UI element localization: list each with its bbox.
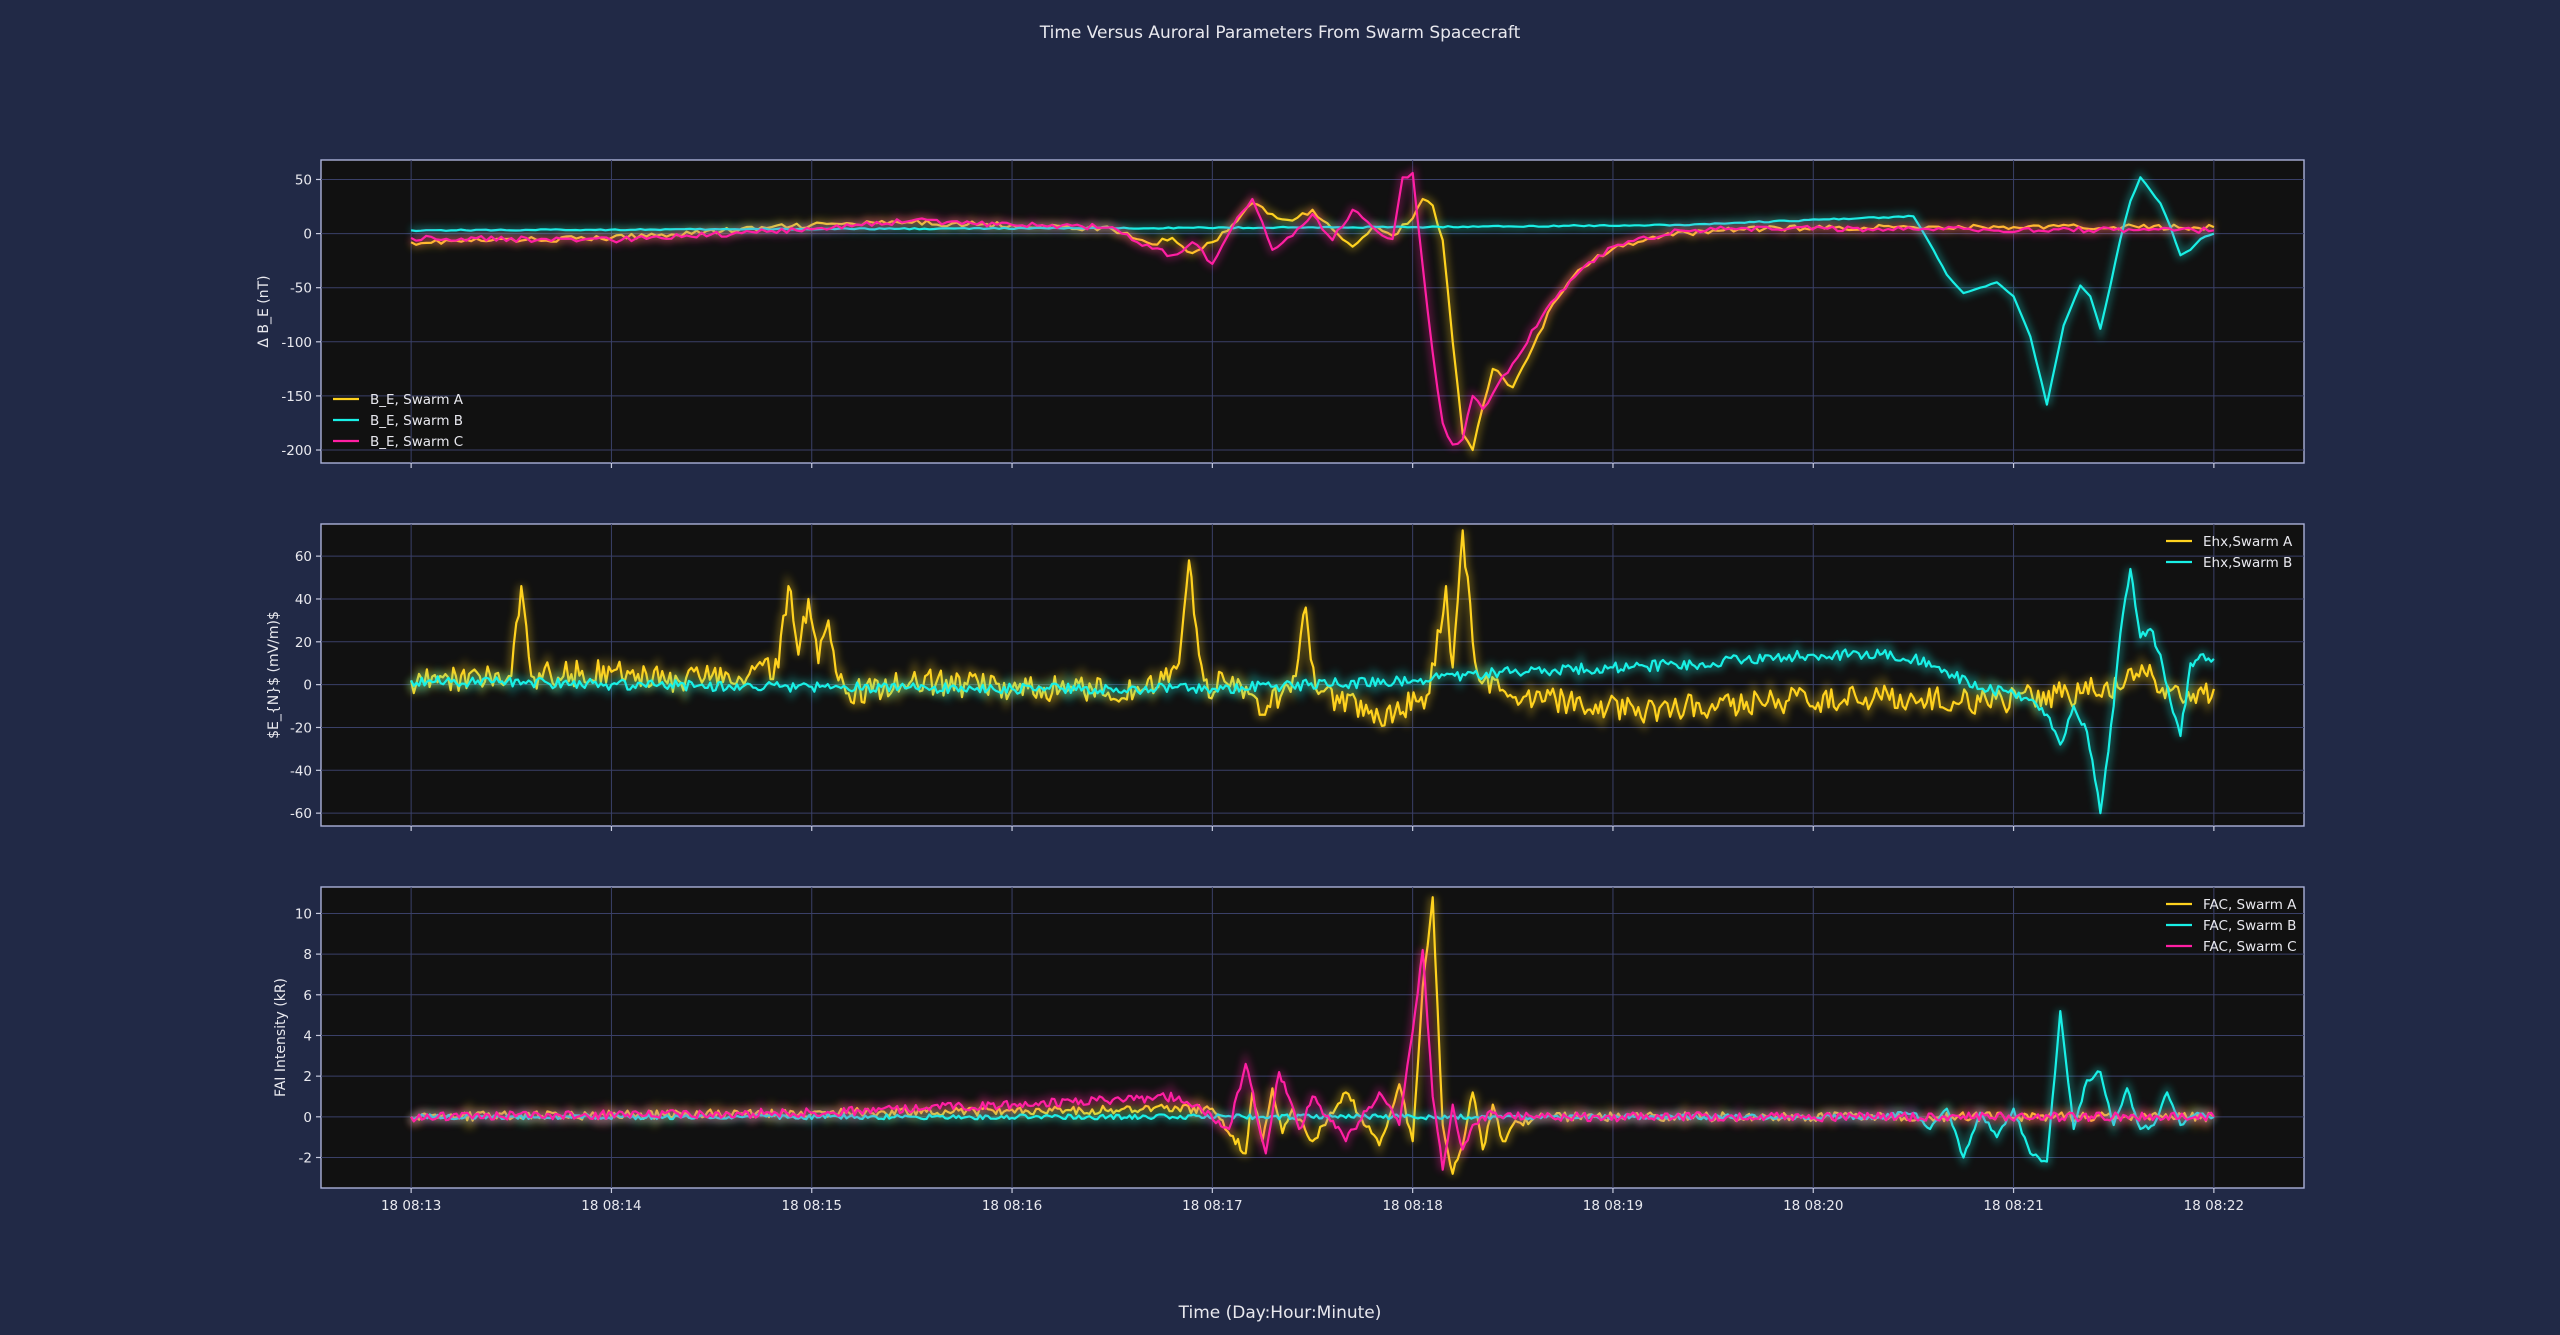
x-tick-label: 18 08:16 bbox=[982, 1198, 1042, 1214]
y-axis-label: Δ B_E (nT) bbox=[256, 275, 272, 347]
x-tick-label: 18 08:13 bbox=[381, 1198, 441, 1214]
y-tick-label: 6 bbox=[303, 988, 312, 1004]
y-tick-label: -40 bbox=[290, 763, 312, 779]
series-line-swarm-a bbox=[410, 529, 2215, 727]
x-tick-label: 18 08:19 bbox=[1583, 1198, 1643, 1214]
x-tick-label: 18 08:17 bbox=[1182, 1198, 1242, 1214]
x-tick-label: 18 08:14 bbox=[581, 1198, 641, 1214]
panel-electric: 60 40 20 0 -20 -40 -60 $E_{N}$ (mV/m)$ Ehx,Swarm… bbox=[266, 523, 2305, 831]
y-tick-label: 0 bbox=[303, 227, 312, 243]
series-line-swarm-c bbox=[410, 171, 2215, 446]
y-axis-label: FAI Intensity (kR) bbox=[273, 978, 289, 1097]
series-line-swarm-b bbox=[410, 567, 2215, 815]
plot-area bbox=[407, 529, 2218, 815]
x-tick-label: 18 08:15 bbox=[782, 1198, 842, 1214]
y-tick-label: 10 bbox=[295, 906, 312, 922]
x-tick-label: 18 08:22 bbox=[2184, 1198, 2244, 1214]
legend-entry: B_E, Swarm B bbox=[370, 413, 463, 429]
y-tick-label: 50 bbox=[295, 172, 312, 188]
y-tick-label: 20 bbox=[295, 635, 312, 651]
y-tick-label: -50 bbox=[290, 281, 312, 297]
plot-area bbox=[409, 165, 2216, 460]
y-tick-label: -200 bbox=[281, 443, 312, 459]
series-line-swarm-c bbox=[410, 948, 2215, 1171]
panel-magnetic: 50 0 -50 -100 -150 -200 Δ B_E (nT) B_E, Swarm A… bbox=[256, 159, 2305, 468]
y-tick-label: -60 bbox=[290, 806, 312, 822]
legend: Ehx,Swarm A Ehx,Swarm B bbox=[2166, 534, 2293, 571]
y-tick-label: 4 bbox=[303, 1028, 312, 1044]
legend-entry: B_E, Swarm C bbox=[370, 434, 463, 450]
legend-entry: FAC, Swarm C bbox=[2203, 939, 2297, 955]
figure-title: Time Versus Auroral Parameters From Swar… bbox=[1039, 23, 1521, 43]
y-tick-label: -2 bbox=[299, 1150, 312, 1166]
legend: B_E, Swarm A B_E, Swarm B B_E, Swarm C bbox=[333, 392, 464, 450]
legend: FAC, Swarm A FAC, Swarm B FAC, Swarm C bbox=[2166, 897, 2297, 955]
y-tick-label: -20 bbox=[290, 720, 312, 736]
y-axis-label: $E_{N}$ (mV/m)$ bbox=[266, 611, 282, 739]
plot-area bbox=[408, 896, 2217, 1175]
y-tick-label: 8 bbox=[303, 947, 312, 963]
legend-entry: FAC, Swarm A bbox=[2203, 897, 2297, 913]
y-tick-label: -100 bbox=[281, 335, 312, 351]
x-tick-label: 18 08:21 bbox=[1983, 1198, 2043, 1214]
y-tick-label: 60 bbox=[295, 549, 312, 565]
y-tick-label: 0 bbox=[303, 1110, 312, 1126]
y-tick-label: 40 bbox=[295, 592, 312, 608]
panel-fac: 10 8 6 4 2 0 -2 18 08:13 18 08:14 18 08:15 18 08:1… bbox=[273, 886, 2305, 1214]
y-tick-label: 2 bbox=[303, 1069, 312, 1085]
legend-entry: Ehx,Swarm B bbox=[2203, 555, 2292, 571]
legend-entry: FAC, Swarm B bbox=[2203, 918, 2296, 934]
x-tick-label: 18 08:20 bbox=[1783, 1198, 1843, 1214]
x-tick-label: 18 08:18 bbox=[1382, 1198, 1442, 1214]
y-tick-label: 0 bbox=[303, 678, 312, 694]
legend-entry: Ehx,Swarm A bbox=[2203, 534, 2293, 550]
x-axis-label: Time (Day:Hour:Minute) bbox=[1178, 1303, 1382, 1323]
y-tick-label: -150 bbox=[281, 389, 312, 405]
legend-entry: B_E, Swarm A bbox=[370, 392, 464, 408]
